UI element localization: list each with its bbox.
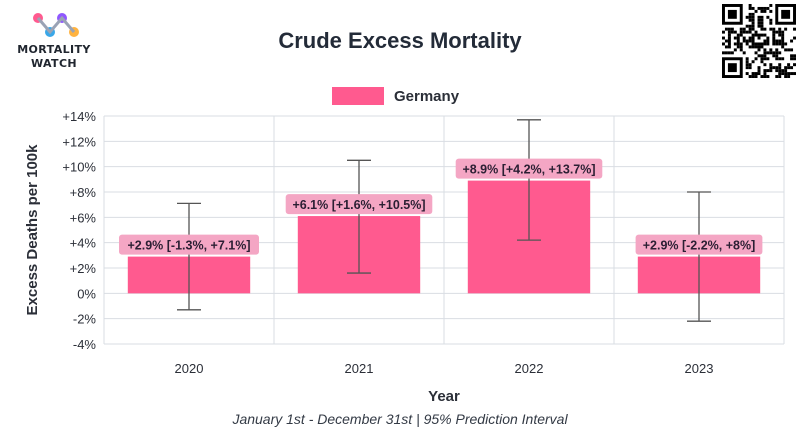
data-label-text: +6.1% [+1.6%, +10.5%] xyxy=(292,198,425,212)
y-tick-label: +12% xyxy=(62,134,96,149)
y-tick-label: +14% xyxy=(62,109,96,124)
y-tick-label: -4% xyxy=(73,337,97,352)
qr-finder xyxy=(722,57,743,78)
qr-finder xyxy=(775,4,796,25)
data-labels: +2.9% [-1.3%, +7.1%] +6.1% [+1.6%, +10.5%… xyxy=(119,158,763,255)
legend-label-germany: Germany xyxy=(394,87,460,105)
data-label-bg xyxy=(285,194,433,215)
mortality-watch-logo: MORTALITY WATCH xyxy=(6,8,102,74)
y-axis-title: Excess Deaths per 100k xyxy=(24,144,41,316)
y-tick-label: +8% xyxy=(70,185,97,200)
y-tick-label: +6% xyxy=(70,210,97,225)
data-label-bg xyxy=(455,158,603,179)
y-tick-label: -2% xyxy=(73,312,97,327)
data-label-2020: +2.9% [-1.3%, +7.1%] xyxy=(119,234,259,255)
data-label-2021: +6.1% [+1.6%, +10.5%] xyxy=(285,194,433,215)
y-tick-label: +4% xyxy=(70,236,97,251)
x-axis-title: Year xyxy=(428,388,460,405)
logo-icon xyxy=(33,13,79,37)
error-bars xyxy=(177,119,711,322)
brand-name-line2: WATCH xyxy=(30,57,78,70)
qr-finder xyxy=(722,4,743,25)
x-tick-label: 2023 xyxy=(685,361,714,376)
y-tick-label: 0% xyxy=(77,286,96,301)
chart-title: Crude Excess Mortality xyxy=(278,28,522,53)
qr-code[interactable] xyxy=(722,4,796,78)
y-tick-label: +10% xyxy=(62,160,96,175)
gridlines xyxy=(103,115,785,345)
data-label-bg xyxy=(119,234,259,255)
data-label-text: +8.9% [+4.2%, +13.7%] xyxy=(462,163,595,177)
x-tick-label: 2021 xyxy=(345,361,374,376)
axes: -4% -2% 0% +2% +4% +6% +8% +10% +12% +14% 2020 2021… xyxy=(24,109,713,405)
x-tick-label: 2020 xyxy=(175,361,204,376)
data-label-2022: +8.9% [+4.2%, +13.7%] xyxy=(455,158,603,179)
data-label-bg xyxy=(635,234,763,255)
x-tick-label: 2022 xyxy=(515,361,544,376)
legend-swatch-germany xyxy=(332,87,384,105)
data-label-2023: +2.9% [-2.2%, +8%] xyxy=(635,234,763,255)
chart-subtitle: January 1st - December 31st | 95% Predic… xyxy=(232,411,568,427)
data-label-text: +2.9% [-2.2%, +8%] xyxy=(643,239,756,253)
brand-name-line1: MORTALITY xyxy=(17,43,91,56)
data-label-text: +2.9% [-1.3%, +7.1%] xyxy=(128,239,251,253)
y-tick-label: +2% xyxy=(70,261,97,276)
legend[interactable]: Germany xyxy=(332,85,459,107)
